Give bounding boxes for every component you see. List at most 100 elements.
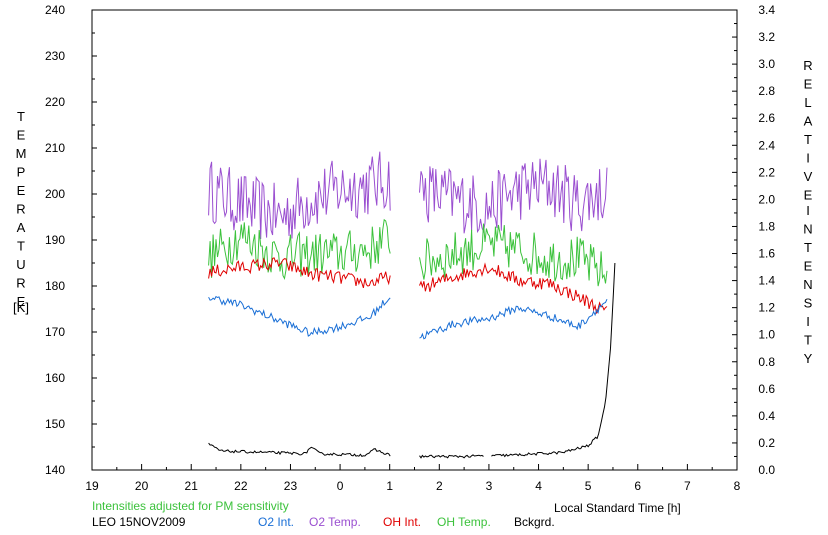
right-tick-label: 2.6 [758, 111, 775, 125]
x-tick-label: 23 [284, 479, 298, 493]
left-tick-label: 210 [45, 141, 65, 155]
axis-label-letter: T [804, 333, 812, 348]
x-tick-label: 22 [234, 479, 248, 493]
x-tick-label: 4 [535, 479, 542, 493]
axis-label-letter: N [803, 222, 812, 237]
axis-label-letter: T [17, 109, 25, 124]
left-tick-label: 160 [45, 371, 65, 385]
right-tick-label: 1.8 [758, 219, 775, 233]
axis-label-letter: Y [804, 351, 813, 366]
axis-label-letter: E [804, 259, 813, 274]
axis-label-letter: R [16, 202, 25, 217]
left-tick-label: 150 [45, 417, 65, 431]
x-axis: 19 20 21 22 23 0 1 2 3 4 5 6 7 8 [85, 464, 741, 493]
right-tick-label: 2.0 [758, 192, 775, 206]
left-tick-label: 220 [45, 95, 65, 109]
x-tick-label: 21 [185, 479, 199, 493]
x-tick-label: 0 [337, 479, 344, 493]
right-tick-label: 0.6 [758, 382, 775, 396]
right-tick-label: 1.6 [758, 247, 775, 261]
axis-label-letter: E [804, 77, 813, 92]
right-tick-label: 2.8 [758, 84, 775, 98]
left-tick-label: 230 [45, 49, 65, 63]
legend-entry-oh-temp: OH Temp. [437, 515, 491, 529]
right-axis: 0.0 0.2 0.4 0.6 0.8 1.0 1.2 1.4 1.6 1.8 2.0 2.2 2.4 2… [732, 3, 775, 477]
right-tick-label: 1.0 [758, 328, 775, 342]
left-tick-label: 200 [45, 187, 65, 201]
legend-entry-o2-int: O2 Int. [258, 515, 294, 529]
axis-label-letter: E [17, 183, 26, 198]
axis-label-letter: E [804, 188, 813, 203]
axis-label-letter: P [17, 165, 26, 180]
axis-label-letter: R [803, 58, 812, 73]
series-line-bckgrd [491, 262, 616, 458]
axis-label-letter: S [804, 296, 813, 311]
right-tick-label: 0.0 [758, 463, 775, 477]
series-line-oh-int [419, 262, 608, 314]
axis-label-letter: I [806, 151, 810, 166]
axis-label-letter: T [804, 240, 812, 255]
x-axis-label: Local Standard Time [h] [554, 501, 681, 515]
axis-label-letter: U [16, 257, 25, 272]
x-tick-label: 1 [386, 479, 393, 493]
right-tick-label: 0.4 [758, 409, 775, 423]
footnote-intensities: Intensities adjusted for PM sensitivity [92, 499, 289, 513]
series-line-o2-int [419, 298, 608, 340]
x-tick-label: 2 [436, 479, 443, 493]
axis-label-letter: A [804, 114, 813, 129]
left-axis: 140 150 160 170 180 190 200 210 220 230 240 [45, 3, 97, 477]
x-tick-label: 5 [585, 479, 592, 493]
series-line-o2-temp [419, 158, 608, 234]
axis-label-letter: R [16, 276, 25, 291]
x-tick-label: 19 [85, 479, 99, 493]
axis-label-letter: A [17, 220, 26, 235]
legend: O2 Int. O2 Temp. OH Int. OH Temp. Bckgrd. [258, 515, 555, 529]
axis-label-letter: T [17, 239, 25, 254]
right-tick-label: 1.4 [758, 274, 775, 288]
series-line-o2-int [208, 295, 391, 337]
series-line-o2-temp [208, 151, 391, 240]
left-tick-label: 170 [45, 325, 65, 339]
x-tick-label: 6 [634, 479, 641, 493]
left-tick-label: 180 [45, 279, 65, 293]
series-line-bckgrd [419, 454, 484, 459]
station-date: LEO 15NOV2009 [92, 515, 186, 529]
right-tick-label: 2.2 [758, 165, 775, 179]
right-tick-label: 0.8 [758, 355, 775, 369]
left-tick-label: 190 [45, 233, 65, 247]
right-tick-label: 1.2 [758, 301, 775, 315]
right-tick-label: 3.0 [758, 57, 775, 71]
legend-entry-bckgrd: Bckgrd. [514, 515, 555, 529]
series-line-oh-temp [208, 218, 391, 281]
axis-label-letter: I [806, 314, 810, 329]
axis-label-letter: L [804, 95, 811, 110]
left-tick-label: 240 [45, 3, 65, 17]
right-tick-label: 0.2 [758, 436, 775, 450]
series-layer [208, 151, 616, 459]
x-tick-label: 8 [734, 479, 741, 493]
left-tick-label: 140 [45, 463, 65, 477]
x-tick-label: 7 [684, 479, 691, 493]
left-axis-unit: [K] [13, 300, 29, 315]
x-tick-label: 20 [135, 479, 149, 493]
x-tick-label: 3 [486, 479, 493, 493]
axis-label-letter: N [803, 277, 812, 292]
axis-label-letter: M [16, 146, 27, 161]
axis-label-letter: E [17, 128, 26, 143]
right-tick-label: 3.2 [758, 30, 775, 44]
axis-label-letter: E [17, 294, 26, 309]
series-line-oh-int [208, 257, 391, 289]
axis-label-letter: T [804, 132, 812, 147]
legend-entry-oh-int: OH Int. [383, 515, 421, 529]
axis-label-letter: V [804, 169, 813, 184]
plot-area-frame [91, 9, 738, 471]
right-tick-label: 2.4 [758, 138, 775, 152]
axis-label-letter: I [806, 203, 810, 218]
legend-entry-o2-temp: O2 Temp. [309, 515, 361, 529]
right-tick-label: 3.4 [758, 3, 775, 17]
series-line-bckgrd [208, 442, 391, 458]
